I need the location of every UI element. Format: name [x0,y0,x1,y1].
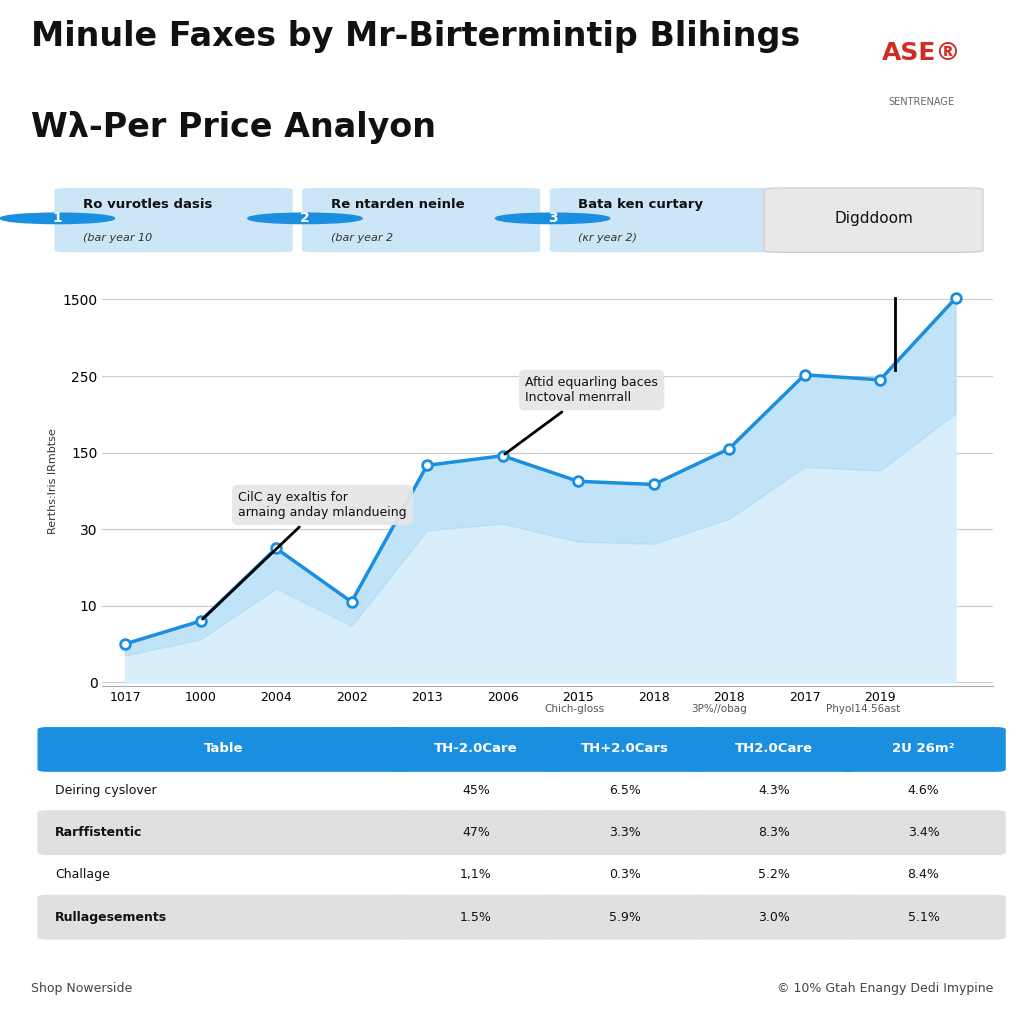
Text: TH+2.0Cars: TH+2.0Cars [582,741,669,755]
Text: SENTRENAGE: SENTRENAGE [889,97,954,108]
Text: Challage: Challage [55,868,110,882]
Text: Re ntarden neinle: Re ntarden neinle [331,199,464,211]
FancyBboxPatch shape [692,727,857,772]
Text: ASE®: ASE® [882,41,962,66]
FancyBboxPatch shape [692,895,857,940]
Y-axis label: Rerths:Iris IRmbtse: Rerths:Iris IRmbtse [48,428,58,535]
FancyBboxPatch shape [393,810,558,855]
Circle shape [248,213,362,223]
Text: 6.5%: 6.5% [609,784,641,797]
Text: 45%: 45% [462,784,489,797]
Text: Deiring cyslover: Deiring cyslover [55,784,157,797]
Text: Aftid equarling baces
Inctoval menrrall: Aftid equarling baces Inctoval menrrall [505,376,658,454]
Text: (bar year 10: (bar year 10 [83,233,153,243]
Text: TH-2.0Care: TH-2.0Care [434,741,518,755]
FancyBboxPatch shape [841,727,1006,772]
FancyBboxPatch shape [38,895,409,940]
Text: 1: 1 [52,211,62,225]
Text: 0.3%: 0.3% [609,868,641,882]
Text: 1.5%: 1.5% [460,910,492,924]
FancyBboxPatch shape [302,188,541,252]
FancyBboxPatch shape [38,727,409,772]
Text: 3.3%: 3.3% [609,826,641,839]
Text: Shop Nowerside: Shop Nowerside [31,982,132,994]
Text: 3P%//obag: 3P%//obag [691,705,746,714]
Text: (κr year 2): (κr year 2) [579,233,637,243]
Circle shape [0,213,115,223]
FancyBboxPatch shape [393,727,558,772]
Text: Wλ-Per Price Analyon: Wλ-Per Price Analyon [31,111,436,143]
FancyBboxPatch shape [550,188,787,252]
Text: Minule Faxes by Mr-Birtermintip Blihings: Minule Faxes by Mr-Birtermintip Blihings [31,20,800,53]
FancyBboxPatch shape [393,895,558,940]
Text: 4.3%: 4.3% [759,784,791,797]
Text: CilC ay exaltis for
arnaing anday mlandueing: CilC ay exaltis for arnaing anday mlandu… [203,490,407,620]
FancyBboxPatch shape [543,810,708,855]
Text: Ro vurotles dasis: Ro vurotles dasis [83,199,212,211]
FancyBboxPatch shape [692,810,857,855]
Text: Table: Table [204,741,243,755]
Text: Digddoom: Digddoom [835,211,913,226]
FancyBboxPatch shape [841,895,1006,940]
Text: Rarffistentic: Rarffistentic [55,826,142,839]
FancyBboxPatch shape [543,895,708,940]
FancyBboxPatch shape [54,188,293,252]
Text: 47%: 47% [462,826,489,839]
Text: 2U 26m²: 2U 26m² [892,741,954,755]
Text: 5.9%: 5.9% [609,910,641,924]
Text: 8.3%: 8.3% [759,826,791,839]
FancyBboxPatch shape [543,727,708,772]
Text: Rullagesements: Rullagesements [55,910,167,924]
Text: © 10% Gtah Enangy Dedi Imypine: © 10% Gtah Enangy Dedi Imypine [777,982,993,994]
Text: 1,1%: 1,1% [460,868,492,882]
Text: Bata ken curtary: Bata ken curtary [579,199,703,211]
Text: 2: 2 [300,211,310,225]
Text: 5.2%: 5.2% [759,868,791,882]
Text: (bar year 2: (bar year 2 [331,233,393,243]
Text: 3.0%: 3.0% [759,910,791,924]
Text: 3: 3 [548,211,557,225]
Circle shape [496,213,609,223]
Text: Chich-gloss: Chich-gloss [545,705,604,714]
Text: TH2.0Care: TH2.0Care [735,741,813,755]
Text: 8.4%: 8.4% [907,868,939,882]
Text: 5.1%: 5.1% [907,910,939,924]
FancyBboxPatch shape [764,188,983,252]
Text: Phyol14.56ast: Phyol14.56ast [826,705,900,714]
FancyBboxPatch shape [38,810,409,855]
Text: 3.4%: 3.4% [907,826,939,839]
Text: 4.6%: 4.6% [907,784,939,797]
FancyBboxPatch shape [841,810,1006,855]
